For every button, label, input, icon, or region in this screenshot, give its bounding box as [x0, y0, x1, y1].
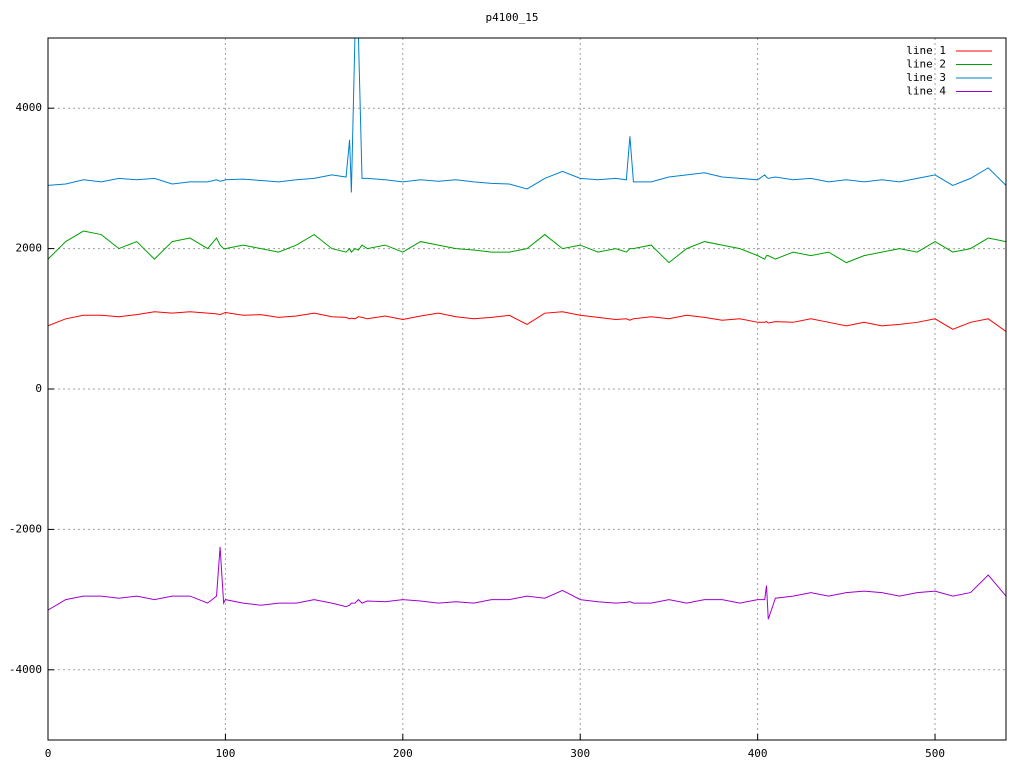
legend-label: line 4 [906, 85, 946, 98]
x-tick-label: 200 [393, 747, 413, 760]
plot-lines [48, 38, 1006, 620]
x-tick-label: 300 [570, 747, 590, 760]
y-tick-label: -4000 [9, 663, 42, 676]
y-tick-label: 0 [35, 382, 42, 395]
x-tick-label: 400 [748, 747, 768, 760]
legend-label: line 3 [906, 71, 946, 84]
y-tick-label: 4000 [16, 101, 43, 114]
data-line [48, 311, 1006, 332]
x-tick-label: 500 [925, 747, 945, 760]
data-line [48, 230, 1006, 264]
legend-label: line 1 [906, 44, 946, 57]
y-tick-label: -2000 [9, 522, 42, 535]
y-tick-label: 2000 [16, 242, 43, 255]
data-line [48, 38, 1006, 193]
chart-title: p4100_15 [486, 11, 539, 24]
legend-label: line 2 [906, 58, 946, 71]
x-tick-label: 100 [215, 747, 235, 760]
x-tick-label: 0 [45, 747, 52, 760]
data-line [48, 546, 1006, 620]
